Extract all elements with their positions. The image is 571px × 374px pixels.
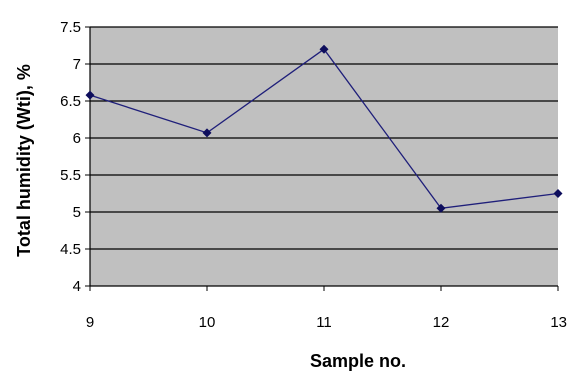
x-tick-label: 13	[550, 314, 567, 331]
y-tick-label: 5.5	[60, 167, 81, 184]
data-point	[436, 203, 446, 213]
y-tick-label: 5	[73, 204, 81, 221]
x-tick-label: 12	[433, 314, 450, 331]
data-point	[85, 90, 95, 100]
y-tick-label: 7	[73, 56, 81, 73]
gridlines	[90, 26, 558, 250]
y-tick-label: 4.5	[60, 241, 81, 258]
axes	[85, 26, 559, 291]
x-tick-label: 9	[86, 314, 94, 331]
data-point	[202, 128, 212, 138]
y-tick-label: 7.5	[60, 19, 81, 36]
data-point	[319, 44, 329, 54]
y-axis-title: Total humidity (Wti), %	[14, 64, 34, 257]
y-tick-labels: 4 4.5 5 5.5 6 6.5 7 7.5	[60, 19, 81, 295]
data-point	[553, 189, 563, 198]
plot-area	[90, 27, 558, 286]
x-tick-label: 11	[316, 314, 332, 331]
y-tick-label: 4	[73, 278, 81, 295]
x-tick-label: 10	[199, 314, 216, 331]
x-axis-title: Sample no.	[310, 351, 406, 371]
x-tick-labels: 9 10 11 12 13	[86, 314, 567, 331]
y-tick-label: 6	[73, 130, 81, 147]
series-group	[85, 44, 563, 213]
y-tick-label: 6.5	[60, 93, 81, 110]
